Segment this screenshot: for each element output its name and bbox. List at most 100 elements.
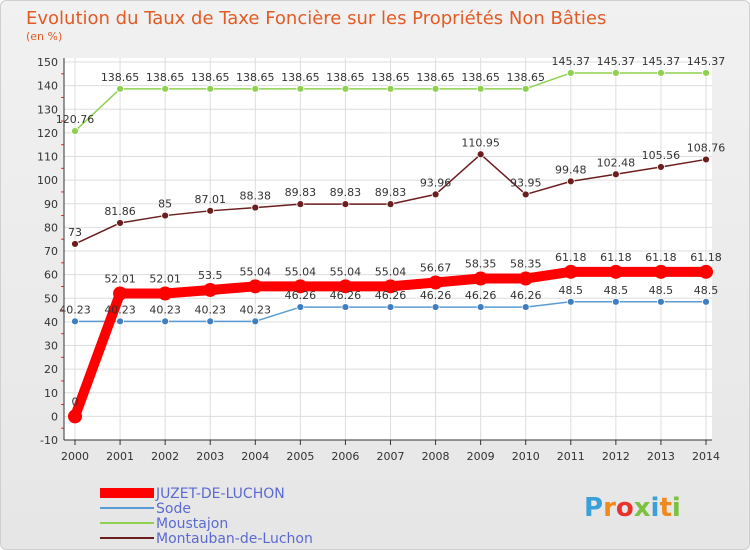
data-label: 138.65 <box>416 71 455 84</box>
y-tick-label: 50 <box>44 292 58 305</box>
data-label: 56.67 <box>420 261 452 274</box>
x-tick-label: 2003 <box>196 450 224 463</box>
data-label: 88.38 <box>240 190 272 203</box>
data-label: 55.04 <box>375 265 407 278</box>
data-label: 85 <box>158 198 172 211</box>
data-label: 145.37 <box>642 55 681 68</box>
data-label: 138.65 <box>101 71 140 84</box>
data-label: 58.35 <box>465 258 497 271</box>
data-label: 120.76 <box>56 113 95 126</box>
data-label: 138.65 <box>371 71 410 84</box>
logo-letter: i <box>651 493 660 523</box>
data-label: 46.26 <box>465 289 497 302</box>
logo-letter: t <box>659 493 671 523</box>
data-label: 48.5 <box>649 284 674 297</box>
data-point <box>563 264 578 279</box>
data-point <box>251 317 260 326</box>
logo-letter: o <box>616 493 634 523</box>
legend-label: Moustajon <box>156 516 228 532</box>
data-label: 48.5 <box>604 284 629 297</box>
logo-text: Proxiti <box>584 493 681 523</box>
data-label: 89.83 <box>285 186 317 199</box>
chart-title: Evolution du Taux de Taxe Foncière sur l… <box>26 8 606 29</box>
data-point <box>296 84 305 93</box>
data-point <box>386 84 395 93</box>
data-point <box>338 279 353 294</box>
data-label: 61.18 <box>645 251 677 264</box>
data-label: 108.76 <box>687 141 726 154</box>
legend-label: Montauban-de-Luchon <box>156 531 313 547</box>
y-tick-label: 150 <box>37 56 58 69</box>
data-point <box>702 155 710 164</box>
gridlines <box>64 58 712 441</box>
data-point <box>476 84 485 93</box>
data-point <box>116 317 124 326</box>
data-label: 40.23 <box>104 303 136 316</box>
data-label: 81.86 <box>104 205 136 218</box>
data-point <box>71 317 79 326</box>
data-point <box>566 69 575 77</box>
x-tick-label: 2006 <box>331 450 359 463</box>
data-label: 46.26 <box>285 289 317 302</box>
chart-subtitle: (en %) <box>26 30 62 43</box>
data-point <box>248 279 263 294</box>
data-point <box>341 303 350 311</box>
data-point <box>431 84 440 93</box>
y-tick-label: 60 <box>44 269 58 282</box>
data-label: 46.26 <box>510 289 542 302</box>
data-point <box>383 279 398 294</box>
data-label: 138.65 <box>236 71 275 84</box>
data-label: 87.01 <box>194 193 226 206</box>
y-tick-label: 10 <box>44 387 58 400</box>
data-point <box>521 84 530 93</box>
data-point <box>251 203 260 212</box>
data-label: 93.95 <box>510 176 542 189</box>
legend-label: JUZET-DE-LUCHON <box>155 486 285 502</box>
data-label: 93.96 <box>420 176 452 189</box>
data-label: 145.37 <box>552 55 591 68</box>
data-label: 40.23 <box>240 303 272 316</box>
data-label: 55.04 <box>330 265 362 278</box>
y-tick-label: 40 <box>44 316 58 329</box>
y-tick-label: 90 <box>44 198 58 211</box>
data-label: 99.48 <box>555 163 587 176</box>
x-tick-label: 2009 <box>467 450 495 463</box>
data-point <box>113 286 128 301</box>
x-tick-label: 2007 <box>377 450 405 463</box>
data-label: 40.23 <box>59 303 91 316</box>
data-label: 89.83 <box>330 186 362 199</box>
data-point <box>431 190 440 199</box>
y-tick-label: 110 <box>37 151 58 164</box>
data-point <box>521 190 530 199</box>
data-point <box>611 170 620 179</box>
data-label: 110.95 <box>461 136 500 149</box>
data-label: 53.5 <box>198 269 223 282</box>
data-label: 61.18 <box>600 251 632 264</box>
data-label: 40.23 <box>194 303 226 316</box>
x-tick-label: 2005 <box>286 450 314 463</box>
y-tick-label: 130 <box>37 103 58 116</box>
data-label: 138.65 <box>461 71 500 84</box>
data-label: 48.5 <box>559 284 584 297</box>
data-label: 40.23 <box>149 303 181 316</box>
data-point <box>161 211 170 220</box>
x-tick-label: 2000 <box>61 450 89 463</box>
series-lines <box>68 69 713 424</box>
x-tick-label: 2013 <box>647 450 675 463</box>
data-label: 0 <box>72 395 79 408</box>
axes: 1501401301201101009080706050403020100-10… <box>37 56 720 463</box>
data-point <box>206 84 215 93</box>
y-tick-label: 140 <box>37 80 58 93</box>
data-point <box>699 264 713 279</box>
data-point <box>608 264 623 279</box>
logo-letter: x <box>634 493 651 523</box>
data-point <box>476 303 485 311</box>
plot-area <box>64 58 712 440</box>
data-point <box>206 317 215 326</box>
data-point <box>68 409 82 424</box>
data-point <box>657 163 665 171</box>
x-tick-label: 2012 <box>602 450 630 463</box>
data-point <box>386 303 395 311</box>
data-label: 105.56 <box>642 149 681 162</box>
